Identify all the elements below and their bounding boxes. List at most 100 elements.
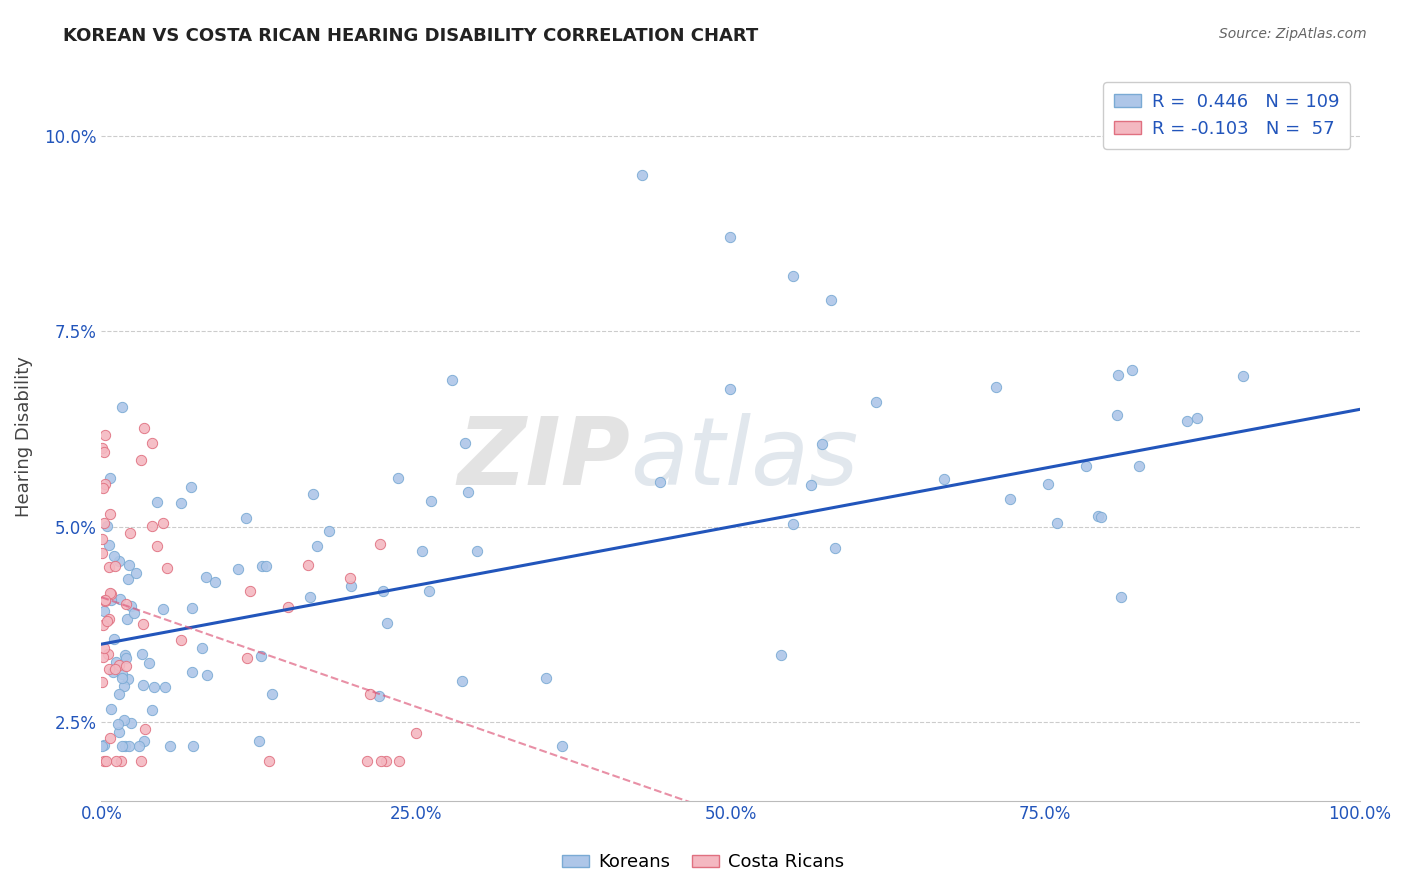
Point bbox=[411, 544, 433, 558]
Text: atlas: atlas bbox=[630, 413, 858, 504]
Point bbox=[131, 647, 153, 661]
Point bbox=[111, 739, 134, 753]
Point bbox=[1128, 458, 1150, 473]
Point bbox=[250, 649, 273, 664]
Point bbox=[820, 293, 842, 307]
Point bbox=[277, 599, 299, 614]
Point bbox=[107, 657, 129, 672]
Point bbox=[1175, 414, 1198, 428]
Point bbox=[94, 476, 117, 491]
Point bbox=[91, 532, 114, 546]
Point bbox=[93, 755, 115, 769]
Point bbox=[387, 471, 409, 485]
Point bbox=[181, 665, 204, 679]
Point bbox=[153, 680, 176, 694]
Point bbox=[141, 436, 163, 450]
Point bbox=[98, 586, 121, 600]
Point bbox=[420, 493, 443, 508]
Point bbox=[236, 651, 259, 665]
Point bbox=[368, 690, 391, 704]
Point bbox=[159, 739, 181, 753]
Point bbox=[91, 739, 114, 753]
Point bbox=[107, 716, 129, 731]
Legend: Koreans, Costa Ricans: Koreans, Costa Ricans bbox=[555, 847, 851, 879]
Point bbox=[107, 554, 129, 568]
Point bbox=[114, 739, 136, 753]
Point bbox=[465, 544, 488, 558]
Point bbox=[103, 665, 125, 679]
Point bbox=[1107, 368, 1129, 382]
Point bbox=[800, 478, 823, 492]
Point bbox=[984, 380, 1007, 394]
Point bbox=[1187, 410, 1209, 425]
Point bbox=[457, 484, 479, 499]
Point bbox=[145, 495, 167, 509]
Point bbox=[810, 437, 832, 451]
Point bbox=[250, 559, 273, 574]
Point bbox=[720, 382, 742, 396]
Point bbox=[120, 599, 142, 613]
Point bbox=[115, 650, 138, 665]
Point bbox=[356, 755, 378, 769]
Point bbox=[117, 573, 139, 587]
Point bbox=[141, 518, 163, 533]
Point bbox=[104, 662, 127, 676]
Point bbox=[934, 473, 956, 487]
Y-axis label: Hearing Disability: Hearing Disability bbox=[15, 357, 32, 517]
Point bbox=[112, 679, 135, 693]
Point bbox=[91, 649, 114, 664]
Point bbox=[98, 507, 121, 521]
Point bbox=[93, 445, 115, 459]
Point bbox=[359, 687, 381, 701]
Point bbox=[111, 671, 134, 685]
Point bbox=[418, 584, 440, 599]
Point bbox=[170, 633, 193, 648]
Point bbox=[183, 739, 205, 753]
Point bbox=[170, 496, 193, 510]
Point bbox=[1046, 516, 1069, 531]
Point bbox=[98, 612, 121, 626]
Point bbox=[375, 755, 398, 769]
Point bbox=[782, 516, 804, 531]
Point bbox=[118, 526, 141, 541]
Point bbox=[98, 731, 121, 745]
Point bbox=[118, 739, 141, 753]
Point bbox=[228, 562, 250, 576]
Point bbox=[247, 733, 270, 747]
Point bbox=[262, 687, 284, 701]
Point bbox=[307, 539, 329, 553]
Point bbox=[134, 734, 156, 748]
Point bbox=[204, 574, 226, 589]
Point bbox=[96, 614, 118, 628]
Point bbox=[454, 436, 477, 450]
Point bbox=[1109, 591, 1132, 605]
Point bbox=[534, 671, 557, 685]
Point bbox=[121, 715, 143, 730]
Point bbox=[104, 655, 127, 669]
Point bbox=[1000, 491, 1022, 506]
Point bbox=[98, 559, 121, 574]
Point bbox=[115, 659, 138, 673]
Point bbox=[91, 481, 114, 495]
Point bbox=[115, 612, 138, 626]
Point bbox=[297, 558, 319, 573]
Point bbox=[1107, 408, 1129, 422]
Point bbox=[824, 541, 846, 555]
Point bbox=[94, 593, 117, 607]
Point bbox=[440, 373, 463, 387]
Point bbox=[142, 680, 165, 694]
Point bbox=[388, 755, 411, 769]
Point bbox=[97, 648, 120, 662]
Point bbox=[103, 632, 125, 646]
Point bbox=[91, 675, 114, 690]
Point bbox=[551, 739, 574, 753]
Point bbox=[1121, 363, 1143, 377]
Point bbox=[104, 558, 127, 573]
Point bbox=[197, 667, 219, 681]
Point bbox=[339, 579, 361, 593]
Point bbox=[138, 656, 160, 670]
Point bbox=[1036, 476, 1059, 491]
Point bbox=[94, 755, 117, 769]
Point bbox=[93, 592, 115, 607]
Point bbox=[180, 480, 202, 494]
